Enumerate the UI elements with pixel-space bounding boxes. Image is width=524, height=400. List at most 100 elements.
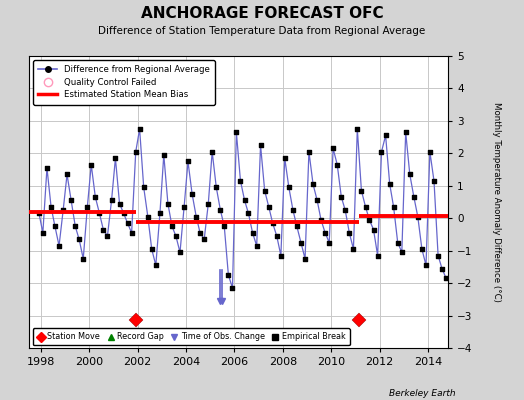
Point — [107, 197, 116, 204]
Point — [369, 226, 378, 233]
Point — [192, 214, 200, 220]
Point — [232, 129, 241, 136]
Point — [127, 230, 136, 236]
Point — [365, 217, 374, 223]
Point — [236, 178, 245, 184]
Point — [362, 204, 370, 210]
Point — [91, 194, 100, 200]
Point — [111, 155, 119, 161]
Point — [135, 126, 144, 132]
Point — [406, 171, 414, 178]
Point — [216, 207, 225, 213]
Point — [301, 256, 309, 262]
Point — [394, 239, 402, 246]
Point — [248, 230, 257, 236]
Point — [305, 148, 313, 155]
Point — [180, 204, 188, 210]
Point — [374, 252, 382, 259]
Point — [329, 145, 337, 152]
Point — [55, 242, 63, 249]
Point — [386, 181, 394, 187]
Point — [280, 155, 289, 161]
Point — [260, 188, 269, 194]
Point — [350, 246, 358, 252]
Point — [196, 230, 204, 236]
Point — [75, 236, 83, 242]
Point — [353, 126, 362, 132]
Point — [151, 262, 160, 268]
Point — [103, 233, 112, 239]
Y-axis label: Monthly Temperature Anomaly Difference (°C): Monthly Temperature Anomaly Difference (… — [492, 102, 501, 302]
Point — [277, 252, 285, 259]
Point — [325, 239, 333, 246]
Point — [389, 204, 398, 210]
Point — [285, 184, 293, 191]
Point — [172, 233, 180, 239]
Point — [59, 207, 68, 213]
Point — [148, 246, 156, 252]
Point — [163, 200, 172, 207]
Point — [425, 148, 434, 155]
Point — [63, 171, 71, 178]
Point — [418, 246, 426, 252]
Point — [413, 214, 422, 220]
Point — [119, 210, 128, 216]
Point — [224, 272, 233, 278]
Point — [212, 184, 221, 191]
Point — [442, 275, 450, 282]
Point — [123, 220, 132, 226]
Point — [156, 210, 164, 216]
Point — [168, 223, 176, 230]
Point — [43, 165, 51, 171]
Point — [333, 162, 342, 168]
Point — [95, 210, 104, 216]
Point — [341, 207, 350, 213]
Point — [71, 223, 80, 230]
Point — [268, 220, 277, 226]
Point — [244, 210, 253, 216]
Point — [297, 239, 305, 246]
Point — [401, 129, 410, 136]
Point — [241, 197, 249, 204]
Point — [337, 194, 345, 200]
Point — [272, 233, 281, 239]
Point — [430, 178, 438, 184]
Point — [204, 200, 213, 207]
Point — [265, 204, 273, 210]
Point — [132, 148, 140, 155]
Point — [188, 191, 196, 197]
Point — [228, 285, 237, 291]
Point — [184, 158, 192, 165]
Text: Berkeley Earth: Berkeley Earth — [389, 389, 456, 398]
Point — [67, 197, 75, 204]
Point — [438, 265, 446, 272]
Point — [289, 207, 297, 213]
Point — [39, 230, 47, 236]
Legend: Station Move, Record Gap, Time of Obs. Change, Empirical Break: Station Move, Record Gap, Time of Obs. C… — [33, 328, 350, 346]
Point — [434, 252, 442, 259]
Point — [87, 162, 95, 168]
Point — [410, 194, 418, 200]
Point — [345, 230, 354, 236]
Point — [422, 262, 430, 268]
Point — [99, 226, 107, 233]
Point — [317, 217, 325, 223]
Point — [144, 214, 152, 220]
Point — [377, 148, 386, 155]
Point — [292, 223, 301, 230]
Point — [176, 249, 184, 256]
Point — [253, 242, 261, 249]
Point — [398, 249, 406, 256]
Point — [313, 197, 321, 204]
Point — [35, 210, 43, 216]
Point — [200, 236, 209, 242]
Text: Difference of Station Temperature Data from Regional Average: Difference of Station Temperature Data f… — [99, 26, 425, 36]
Point — [51, 223, 59, 230]
Point — [256, 142, 265, 148]
Point — [139, 184, 148, 191]
Point — [47, 204, 55, 210]
Point — [160, 152, 168, 158]
Point — [79, 256, 88, 262]
Point — [321, 230, 329, 236]
Point — [357, 188, 366, 194]
